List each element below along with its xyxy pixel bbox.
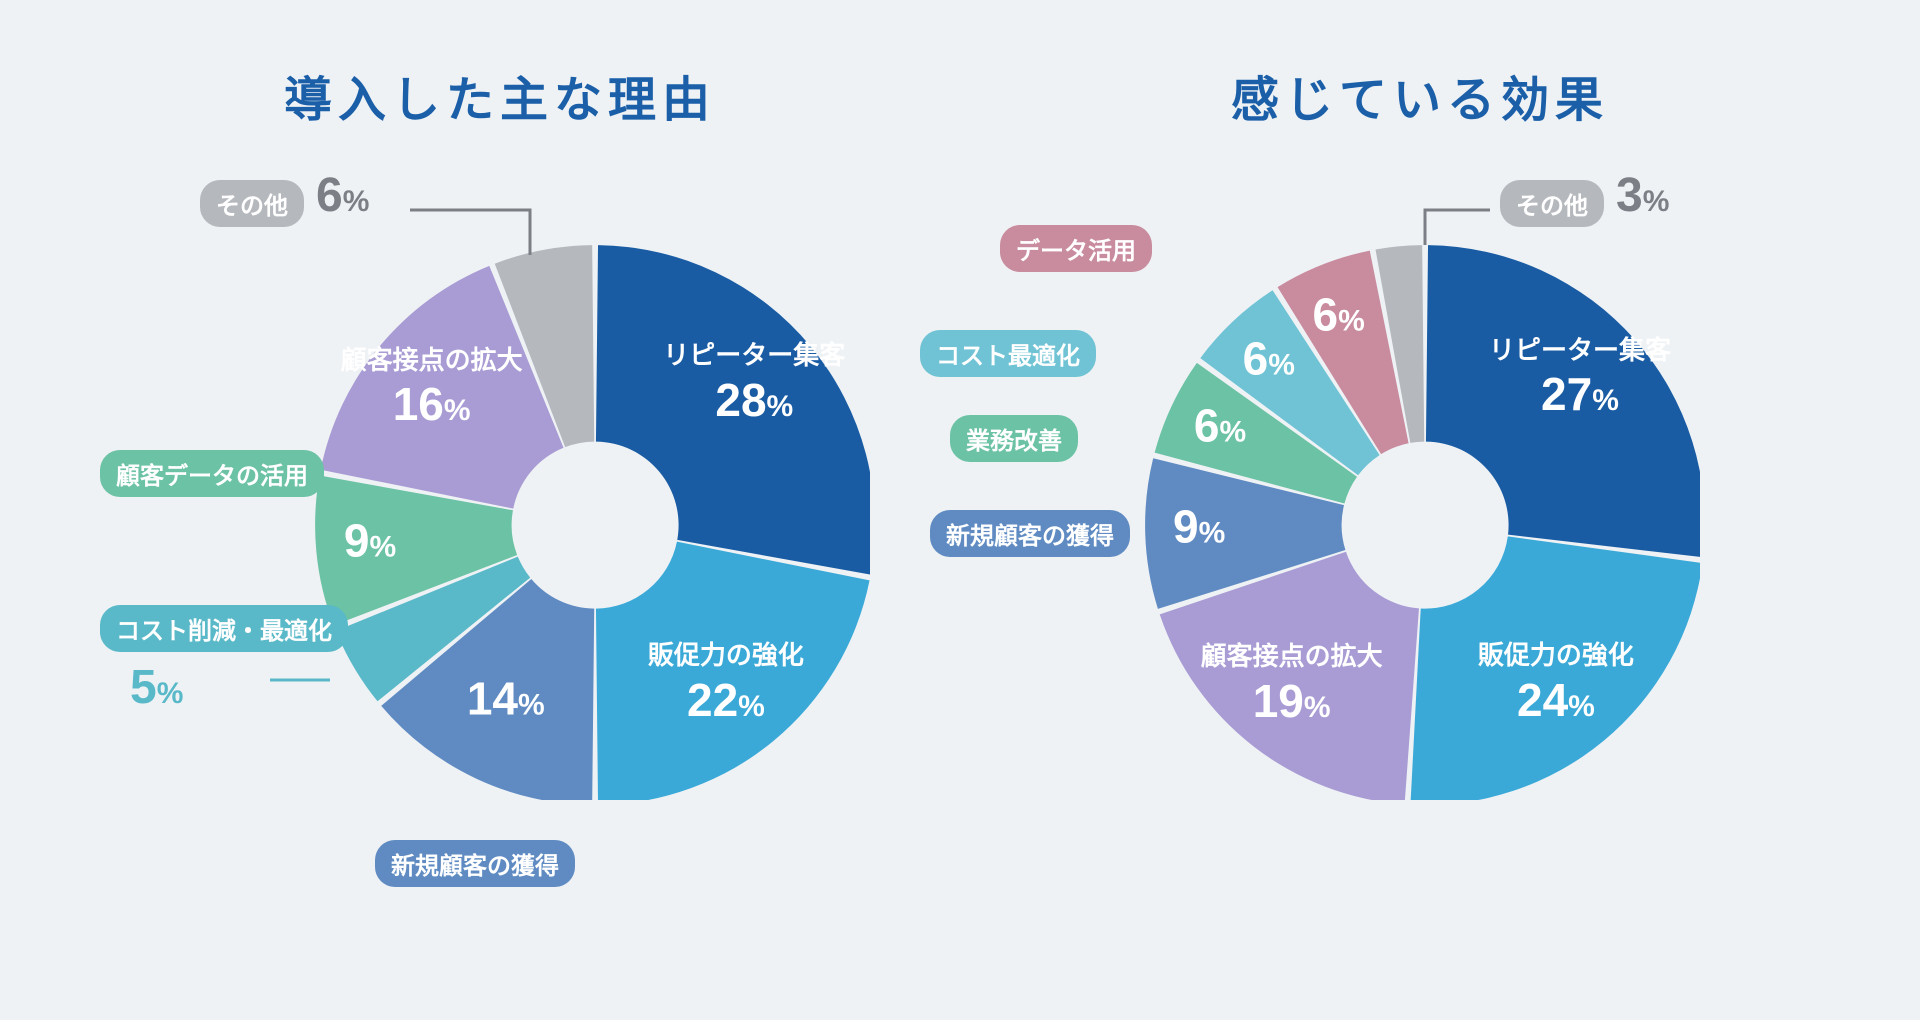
leader-line: [1425, 210, 1490, 245]
chart-right: 感じている効果 リピーター集客27%販促力の強化24%顧客接点の拡大19%9%6…: [1030, 60, 1810, 960]
leader-lines: [110, 60, 1010, 1020]
leader-lines: [1030, 60, 1920, 1020]
chart-left: 導入した主な理由 リピーター集客28%販促力の強化22%14%9%顧客接点の拡大…: [110, 60, 890, 960]
leader-line: [410, 210, 530, 255]
charts-container: 導入した主な理由 リピーター集客28%販促力の強化22%14%9%顧客接点の拡大…: [0, 0, 1920, 1005]
